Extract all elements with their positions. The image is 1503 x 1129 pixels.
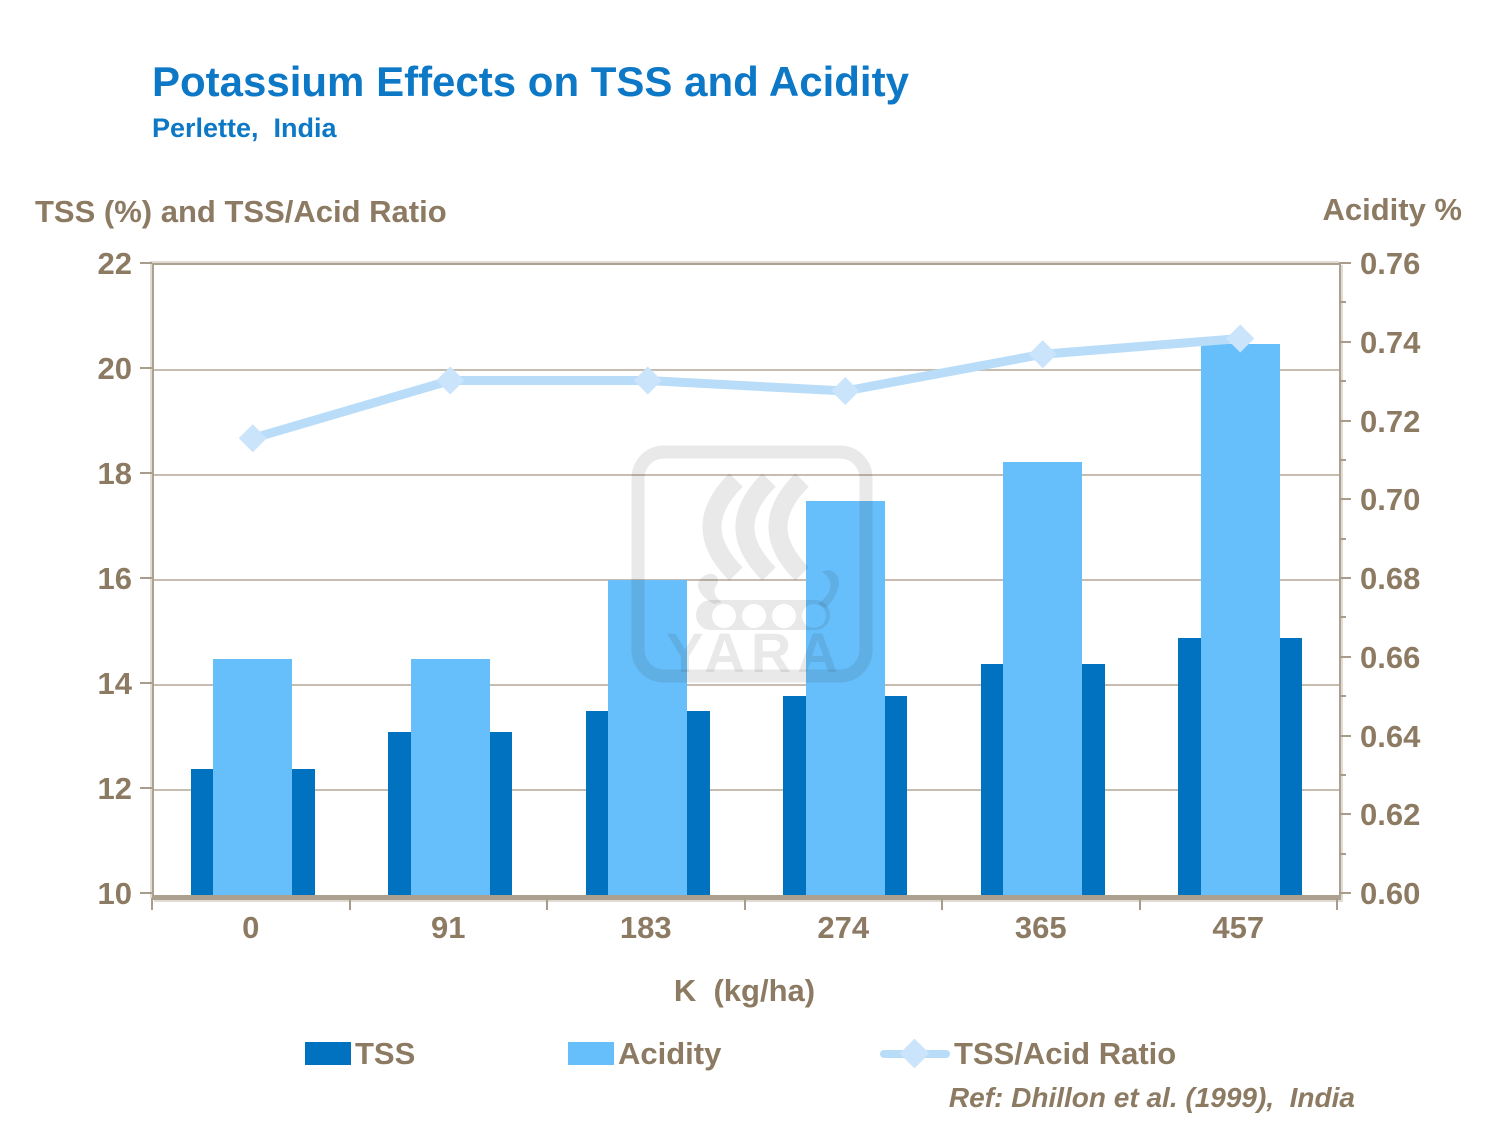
ratio-line-diamond-icon [880, 1038, 950, 1068]
right-tick-mark [1339, 577, 1351, 579]
right-tick-mark [1339, 340, 1351, 343]
acidity-bar-274 [805, 501, 885, 895]
left-tick-22: 22 [97, 246, 132, 281]
gridline [154, 579, 1339, 581]
left-tick-mark [140, 892, 152, 894]
x-tick-mark [1336, 898, 1338, 910]
acidity-bar-91 [410, 658, 490, 895]
left-axis-title: TSS (%) and TSS/Acid Ratio [35, 194, 447, 229]
ratio-marker-274 [831, 377, 860, 405]
right-tick-mark [1339, 262, 1351, 264]
right-tick-0.70: 0.70 [1360, 482, 1421, 518]
ratio-marker-0 [238, 424, 267, 453]
acidity-swatch-icon [568, 1041, 614, 1065]
acidity-bar-0 [213, 658, 293, 895]
ratio-line [251, 334, 1241, 443]
ratio-marker-183 [633, 366, 662, 395]
acidity-bar-183 [608, 580, 688, 895]
acidity-bar-457 [1200, 343, 1280, 895]
right-tick-mark [1339, 616, 1346, 619]
right-tick-0.60: 0.60 [1360, 876, 1421, 911]
gridline [154, 474, 1339, 476]
right-tick-mark [1339, 852, 1346, 855]
reference-text: Ref: Dhillon et al. (1999), India [948, 1082, 1355, 1113]
gridline [154, 789, 1339, 791]
ratio-marker-365 [1028, 340, 1057, 369]
x-tick-mark [348, 898, 351, 910]
right-tick-mark [1339, 537, 1346, 540]
right-tick-0.68: 0.68 [1360, 561, 1421, 596]
x-tick-0: 0 [242, 910, 260, 945]
legend-label-ratio: TSS/Acid Ratio [954, 1035, 1177, 1071]
legend-label-acidity: Acidity [618, 1035, 722, 1071]
x-tick-365: 365 [1014, 910, 1067, 945]
right-tick-mark [1339, 655, 1351, 658]
page-subtitle: Perlette, India [152, 113, 337, 143]
tss-swatch-icon [305, 1041, 351, 1065]
right-tick-0.74: 0.74 [1360, 324, 1421, 360]
left-tick-16: 16 [97, 561, 132, 596]
acidity-bar-365 [1003, 461, 1083, 895]
right-tick-mark [1339, 380, 1346, 383]
right-tick-mark [1339, 419, 1351, 422]
x-tick-mark [546, 898, 548, 910]
chart-legend: TSS Acidity TSS/Acid Ratio [0, 1030, 1503, 1076]
left-tick-mark [140, 472, 152, 474]
ratio-line-series [238, 324, 1255, 453]
left-tick-mark [140, 367, 152, 369]
left-tick-10: 10 [97, 876, 132, 911]
right-axis-title: Acidity % [1322, 192, 1462, 227]
left-tick-14: 14 [97, 666, 132, 701]
plot-area: YARA [152, 263, 1341, 900]
ratio-marker-91 [436, 366, 465, 395]
right-tick-mark [1339, 773, 1346, 776]
left-tick-20: 20 [97, 351, 132, 386]
gridline [154, 684, 1339, 686]
left-tick-12: 12 [97, 771, 132, 806]
left-tick-mark [140, 787, 152, 789]
page-title: Potassium Effects on TSS and Acidity [152, 58, 909, 105]
left-tick-mark [140, 262, 152, 264]
legend-item-tss: TSS [305, 1030, 415, 1076]
left-tick-18: 18 [97, 456, 132, 491]
right-tick-mark [1339, 734, 1351, 737]
x-tick-mark [743, 898, 746, 910]
x-tick-mark [1138, 898, 1141, 910]
legend-item-acidity: Acidity [568, 1030, 721, 1076]
legend-label-tss: TSS [355, 1035, 416, 1071]
right-tick-mark [1339, 892, 1351, 894]
x-tick-91: 91 [431, 910, 466, 945]
right-tick-mark [1339, 813, 1351, 816]
right-tick-0.64: 0.64 [1360, 718, 1421, 754]
x-tick-457: 457 [1212, 910, 1265, 945]
gridline [154, 369, 1339, 371]
left-tick-mark [140, 577, 152, 579]
right-tick-0.76: 0.76 [1360, 246, 1421, 281]
right-tick-0.62: 0.62 [1360, 797, 1421, 833]
left-tick-mark [140, 682, 152, 684]
x-tick-183: 183 [619, 910, 672, 945]
right-tick-mark [1339, 498, 1351, 501]
x-tick-mark [941, 898, 943, 910]
right-tick-0.72: 0.72 [1360, 403, 1421, 439]
x-tick-mark [151, 898, 153, 910]
right-tick-mark [1339, 695, 1346, 698]
x-tick-274: 274 [817, 910, 870, 945]
legend-item-ratio: TSS/Acid Ratio [880, 1030, 1176, 1076]
right-tick-mark [1339, 458, 1346, 461]
right-tick-0.66: 0.66 [1360, 639, 1421, 675]
x-axis-title: K (kg/ha) [673, 973, 816, 1008]
ratio-marker-457 [1226, 324, 1255, 353]
right-tick-mark [1339, 301, 1346, 304]
